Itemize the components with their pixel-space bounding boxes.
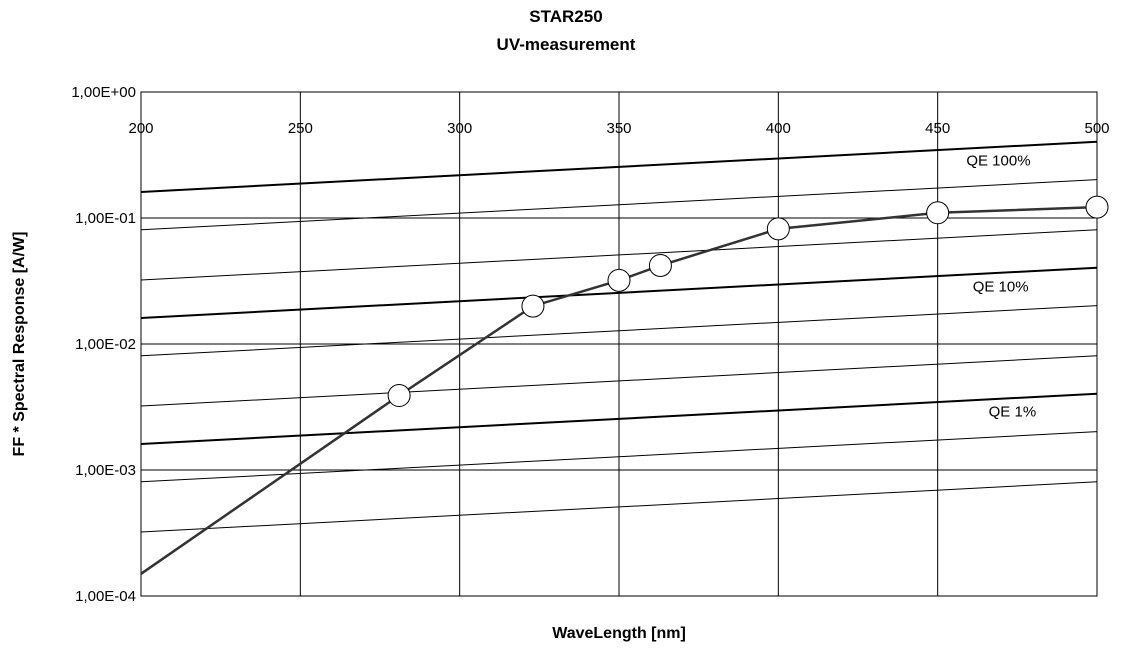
x-tick-labels: 200 250 300 350 400 450 500: [128, 120, 1109, 137]
y-tick-label: 1,00E-04: [75, 588, 136, 605]
qe-reference-line-bold: [140, 266, 1098, 319]
x-tick-label: 350: [606, 120, 631, 137]
series-line: [140, 205, 1098, 575]
x-tick-label: 250: [288, 120, 313, 137]
qe-reference-line-bold: [140, 140, 1098, 193]
y-tick-labels: 1,00E+00 1,00E-01 1,00E-02 1,00E-03 1,00E-04: [71, 84, 136, 605]
qe-reference-lines: [140, 140, 1098, 533]
chart-subtitle: UV-measurement: [497, 35, 636, 54]
qe-reference-line: [140, 355, 1098, 407]
qe-annotation: QE 100%: [966, 153, 1030, 170]
y-tick-label: 1,00E-01: [75, 210, 136, 227]
data-point-marker: [766, 217, 790, 241]
y-tick-label: 1,00E-02: [75, 336, 136, 353]
qe-reference-line: [140, 481, 1098, 533]
qe-annotation: QE 1%: [989, 403, 1037, 420]
qe-reference-line-bold: [140, 392, 1098, 445]
qe-annotation: QE 10%: [973, 278, 1029, 295]
chart-title: STAR250: [529, 7, 602, 26]
data-series: [140, 195, 1109, 575]
x-axis-label: WaveLength [nm]: [552, 625, 686, 642]
qe-reference-line: [140, 305, 1098, 357]
x-tick-label: 200: [128, 120, 153, 137]
data-point-marker: [648, 253, 672, 277]
y-tick-label: 1,00E+00: [71, 84, 136, 101]
data-point-marker: [387, 384, 411, 408]
qe-reference-line: [140, 179, 1098, 231]
data-point-marker: [521, 294, 545, 318]
grid: [140, 91, 1098, 597]
data-point-marker: [1085, 195, 1109, 219]
x-tick-label: 300: [447, 120, 472, 137]
data-point-marker: [926, 201, 950, 225]
y-tick-label: 1,00E-03: [75, 462, 136, 479]
qe-reference-line: [140, 229, 1098, 281]
x-tick-label: 450: [925, 120, 950, 137]
data-point-marker: [607, 268, 631, 292]
qe-reference-line: [140, 431, 1098, 483]
x-tick-label: 400: [766, 120, 791, 137]
annotations: QE 100% QE 10% QE 1%: [966, 153, 1036, 421]
x-tick-label: 500: [1084, 120, 1109, 137]
y-axis-label: FF * Spectral Response [A/W]: [11, 232, 28, 457]
